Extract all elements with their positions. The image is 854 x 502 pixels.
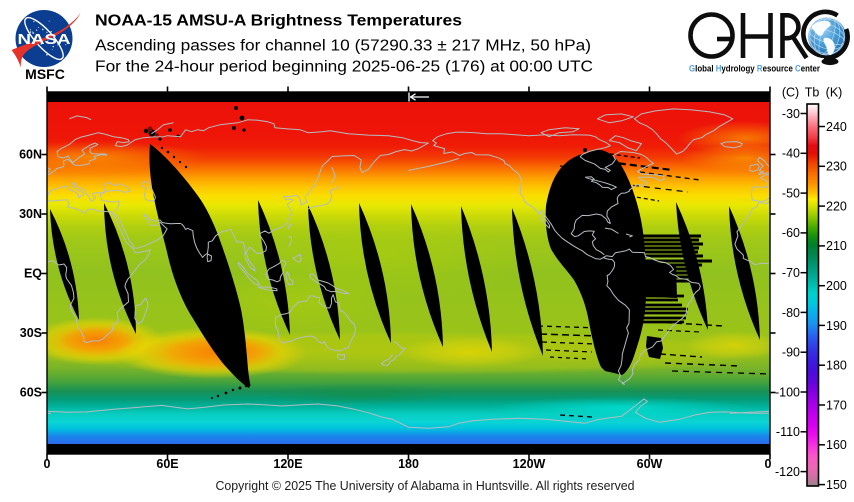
svg-text:-60: -60: [782, 226, 800, 240]
svg-text:220: 220: [826, 199, 847, 213]
svg-text:0: 0: [44, 457, 51, 471]
svg-text:-90: -90: [782, 346, 800, 360]
svg-text:240: 240: [826, 120, 847, 134]
svg-text:-40: -40: [782, 147, 800, 161]
svg-text:170: 170: [826, 398, 847, 412]
svg-text:(K): (K): [826, 86, 843, 100]
svg-text:-30: -30: [782, 107, 800, 121]
svg-text:200: 200: [826, 279, 847, 293]
svg-text:Global Hydrology Resource Cent: Global Hydrology Resource Center: [689, 64, 820, 75]
svg-text:60S: 60S: [20, 386, 42, 400]
svg-text:180: 180: [826, 359, 847, 373]
svg-text:210: 210: [826, 239, 847, 253]
svg-text:230: 230: [826, 160, 847, 174]
svg-text:160: 160: [826, 438, 847, 452]
svg-text:-100: -100: [775, 385, 800, 399]
svg-text:120W: 120W: [513, 457, 546, 471]
svg-text:180: 180: [398, 457, 419, 471]
svg-text:Tb: Tb: [805, 86, 820, 100]
svg-text:150: 150: [826, 478, 847, 492]
svg-text:EQ: EQ: [24, 267, 42, 281]
svg-text:60N: 60N: [19, 148, 42, 162]
svg-text:190: 190: [826, 319, 847, 333]
svg-text:-120: -120: [775, 465, 800, 479]
svg-text:-80: -80: [782, 306, 800, 320]
svg-text:60W: 60W: [637, 457, 663, 471]
svg-text:30S: 30S: [20, 326, 42, 340]
svg-text:Copyright © 2025 The Universit: Copyright © 2025 The University of Alaba…: [216, 479, 635, 493]
svg-text:-70: -70: [782, 266, 800, 280]
svg-text:NOAA-15 AMSU-A Brightness Temp: NOAA-15 AMSU-A Brightness Temperatures: [95, 13, 462, 30]
svg-text:-50: -50: [782, 186, 800, 200]
svg-text:NASA: NASA: [18, 32, 72, 48]
svg-text:-110: -110: [776, 425, 800, 439]
svg-text:30N: 30N: [19, 207, 42, 221]
svg-text:60E: 60E: [156, 457, 178, 471]
svg-text:120E: 120E: [273, 457, 302, 471]
svg-text:Ascending passes for channel 1: Ascending passes for channel 10 (57290.3…: [95, 38, 591, 55]
svg-text:(C): (C): [782, 86, 799, 100]
svg-text:0: 0: [765, 457, 772, 471]
svg-text:For the 24-hour period beginni: For the 24-hour period beginning 2025-06…: [95, 59, 593, 76]
svg-text:MSFC: MSFC: [25, 66, 65, 82]
